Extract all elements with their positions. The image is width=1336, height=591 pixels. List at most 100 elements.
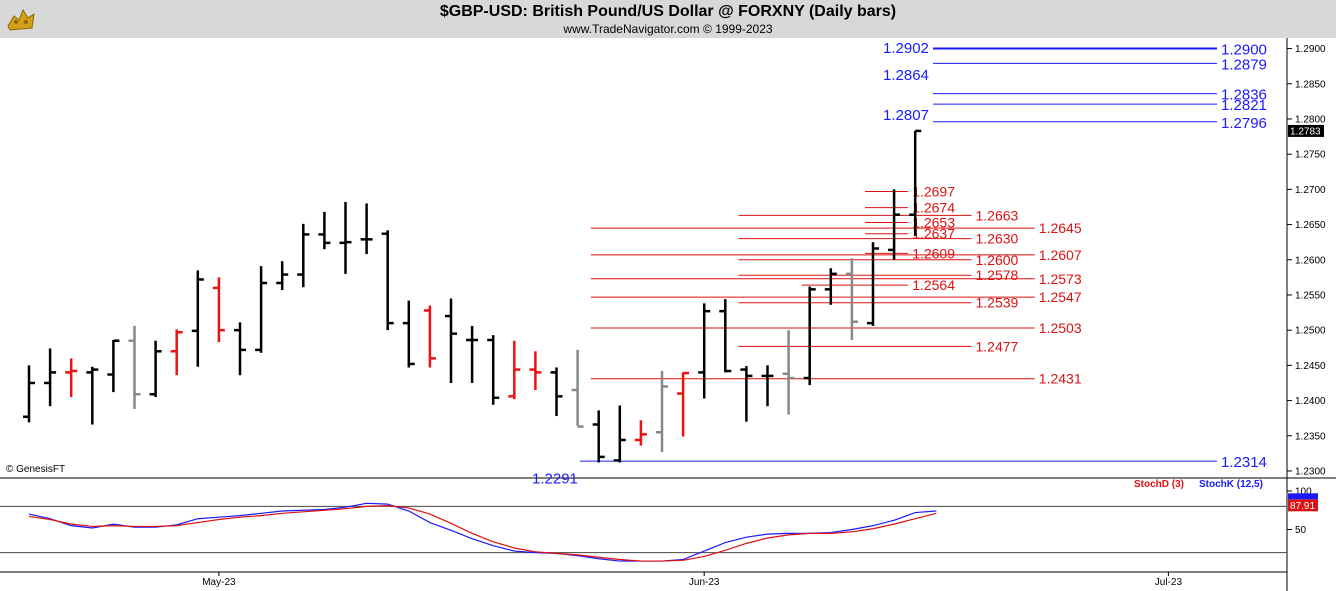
stoch-last-value-tag [1288,499,1318,512]
ohlc-bar [824,268,837,305]
x-tick-label: Jul-23 [1155,577,1183,588]
blue-level-label: 1.2902 [883,40,929,57]
red-level-label: 1.2674 [912,200,955,216]
ohlc-bar [508,340,521,400]
ohlc-bar [276,261,289,291]
blue-level-label: 1.2291 [532,470,578,487]
x-axis-background [0,572,1287,591]
x-tick-label: Jun-23 [689,577,720,588]
ohlc-bar [613,405,626,463]
red-level-label: 1.2578 [976,267,1019,283]
ohlc-bar [888,189,901,260]
ohlc-bar [212,277,225,343]
ohlc-bar [571,349,584,428]
last-price-tag [1288,124,1324,137]
ohlc-bar [234,322,246,376]
red-level-label: 1.2547 [1039,289,1082,305]
ohlc-bar [191,270,204,367]
red-level-label: 1.2653 [912,214,955,230]
red-level-label: 1.2573 [1039,271,1082,287]
ohlc-bar [529,351,542,390]
red-level-label: 1.2697 [912,183,955,199]
ohlc-bar [86,366,99,425]
stoch-k-line [28,502,937,562]
ohlc-bar [740,366,753,422]
ohlc-bar [782,330,795,415]
ohlc-bar [909,129,922,236]
y-tick-label: 1.2400 [1295,396,1326,407]
ohlc-bar [318,211,331,250]
ohlc-bar [107,339,120,393]
ohlc-bar [867,242,879,326]
stoch-y-tick-label: 50 [1295,525,1307,536]
ohlc-bar [550,367,563,417]
y-tick-label: 1.2600 [1295,255,1326,266]
red-level-label: 1.2539 [976,295,1019,311]
ohlc-bar [339,202,352,274]
last-price-label: 1.2783 [1290,126,1321,137]
ohlc-bar [381,230,394,331]
y-tick-label: 1.2700 [1295,185,1326,196]
genesis-watermark: © GenesisFT [6,464,65,475]
y-tick-label: 1.2350 [1295,431,1326,442]
red-level-label: 1.2609 [912,245,955,261]
stoch-k-value-tag [1288,493,1318,500]
ohlc-bar [677,371,690,437]
ohlc-bar [170,329,183,376]
plot-background [0,38,1287,572]
stoch-k-legend: StochK (12,5) [1199,479,1263,490]
red-level-label: 1.2477 [976,338,1019,354]
stoch-y-tick-label: 100 [1295,487,1312,498]
stoch-last-value-label: 87.91 [1290,501,1315,512]
ohlc-bar [698,303,711,399]
stoch-d-legend: StochD (3) [1134,479,1184,490]
ohlc-bar [255,266,268,353]
ohlc-bar [423,305,436,368]
ohlc-bar [44,348,57,407]
blue-level-label: 1.2864 [883,67,929,84]
ohlc-bar [466,325,479,383]
blue-level-label: 1.2900 [1221,42,1267,59]
ohlc-bar [592,410,605,463]
blue-level-label: 1.2807 [883,107,929,124]
ohlc-bar [360,203,373,255]
chart-header: $GBP-USD: British Pound/US Dollar @ FORX… [0,0,1336,38]
x-tick-label: May-23 [202,577,236,588]
y-tick-label: 1.2550 [1295,290,1326,301]
red-level-label: 1.2637 [912,226,955,242]
ohlc-bar [297,223,310,288]
ohlc-bar [128,325,141,410]
ohlc-bar [761,365,774,407]
y-tick-label: 1.2800 [1295,114,1326,125]
red-level-label: 1.2564 [912,277,955,293]
ohlc-bar [149,340,162,398]
red-level-label: 1.2645 [1039,220,1082,236]
y-tick-label: 1.2900 [1295,44,1326,55]
blue-level-label: 1.2879 [1221,56,1267,73]
red-level-label: 1.2431 [1039,371,1082,387]
red-level-label: 1.2503 [1039,320,1082,336]
y-tick-label: 1.2450 [1295,361,1326,372]
chart-title: $GBP-USD: British Pound/US Dollar @ FORX… [439,3,897,20]
ohlc-bar [23,365,35,423]
red-level-label: 1.2600 [976,252,1019,268]
ohlc-bar [845,258,858,341]
ohlc-bar [65,358,78,398]
bull-bear-logo-icon [4,2,38,41]
ohlc-bar [634,420,647,446]
y-tick-label: 1.2650 [1295,220,1326,231]
blue-level-label: 1.2796 [1221,115,1267,132]
ohlc-bar [656,370,668,452]
ohlc-bar [803,286,816,386]
ohlc-bar [487,335,500,405]
stoch-d-line [28,505,937,562]
blue-level-label: 1.2821 [1221,97,1267,114]
red-level-label: 1.2607 [1039,247,1082,263]
chart-subtitle: www.TradeNavigator.com © 1999-2023 [563,22,773,36]
ohlc-bar [402,300,415,368]
y-tick-label: 1.2300 [1295,466,1326,477]
red-level-label: 1.2663 [976,207,1019,223]
y-tick-label: 1.2500 [1295,326,1326,337]
red-level-label: 1.2630 [976,231,1019,247]
